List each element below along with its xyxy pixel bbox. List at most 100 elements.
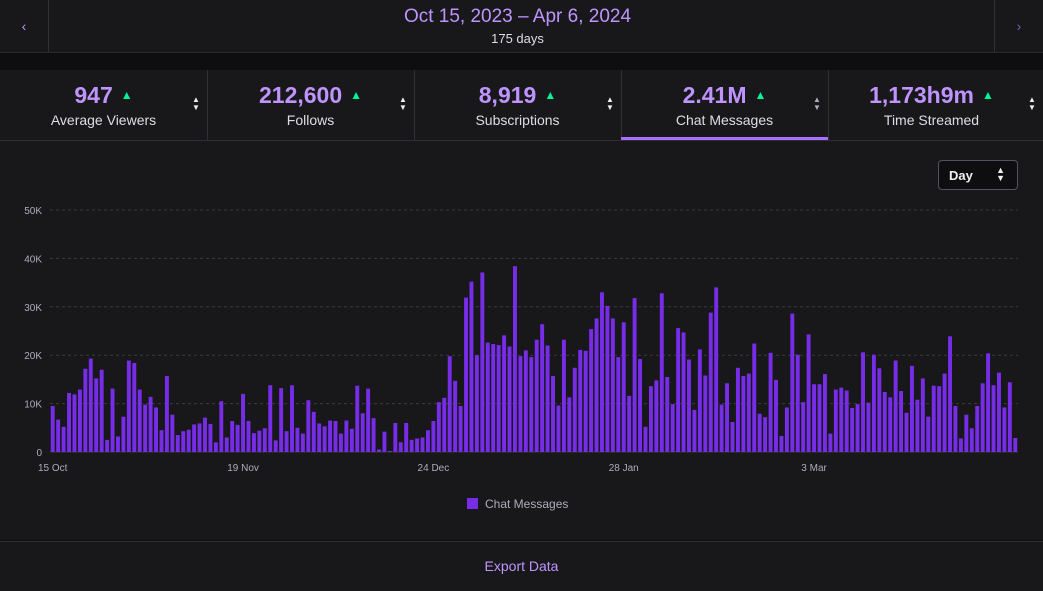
bar [741, 376, 746, 452]
bar [338, 433, 343, 452]
next-range-button[interactable]: › [994, 0, 1043, 52]
trend-up-icon: ▲ [981, 88, 994, 102]
bar [349, 428, 354, 452]
bar [567, 397, 572, 452]
y-tick-label: 20K [24, 351, 42, 362]
bar [676, 328, 681, 452]
bar [485, 342, 490, 452]
bar [926, 416, 931, 452]
bar [56, 419, 61, 452]
bar [143, 404, 148, 452]
bar [893, 360, 898, 452]
bar [61, 426, 66, 452]
bar [121, 416, 126, 452]
bar [730, 421, 735, 452]
bar [692, 409, 697, 452]
bar [480, 272, 485, 452]
stat-tab-average-viewers[interactable]: 947 ▲ Average Viewers ▲ ▼ [0, 70, 208, 140]
stat-value: 2.41M [682, 82, 747, 108]
stat-tab-subscriptions[interactable]: 8,919 ▲ Subscriptions ▲ ▼ [414, 70, 622, 140]
bar [284, 431, 289, 452]
bar [774, 379, 778, 452]
sort-icon[interactable]: ▲ ▼ [1028, 95, 1036, 112]
bar [632, 298, 637, 452]
bar [746, 373, 751, 452]
bar [795, 354, 800, 452]
trend-up-icon: ▲ [350, 88, 363, 102]
bar [105, 439, 110, 452]
bar [556, 405, 561, 452]
bar [197, 423, 202, 452]
bar [953, 406, 958, 452]
bar [687, 359, 691, 452]
bar [1013, 437, 1018, 452]
stat-label: Time Streamed [883, 112, 980, 128]
bar [572, 367, 577, 452]
bar [697, 349, 702, 452]
bar [148, 396, 153, 452]
bar [839, 387, 844, 452]
bar [529, 357, 534, 452]
bar [610, 318, 615, 452]
bar [877, 368, 882, 452]
bar [915, 399, 920, 452]
bar [627, 395, 632, 452]
bar [638, 359, 643, 452]
stat-label: Subscriptions [475, 112, 560, 128]
bar [192, 424, 197, 452]
bar [398, 442, 403, 452]
bar [561, 339, 566, 452]
bar [757, 413, 762, 452]
bar [643, 426, 648, 452]
bar [464, 297, 468, 452]
sort-icon[interactable]: ▲ ▼ [399, 95, 407, 112]
bar [110, 388, 115, 452]
previous-range-button[interactable]: ‹ [0, 0, 49, 52]
bar [181, 431, 186, 452]
trend-up-icon: ▲ [754, 88, 767, 102]
bar [594, 318, 599, 452]
bar [958, 438, 963, 452]
export-data-button[interactable]: Export Data [484, 558, 559, 574]
bar [518, 356, 523, 452]
x-tick-label: 15 Oct [38, 463, 68, 474]
bar [648, 386, 653, 452]
bar [311, 411, 316, 452]
stat-tab-time-streamed[interactable]: 1,173h9m ▲ Time Streamed ▲ ▼ [828, 70, 1043, 140]
sort-icon[interactable]: ▲ ▼ [192, 95, 200, 112]
bar [1007, 382, 1012, 452]
trend-up-icon: ▲ [544, 88, 557, 102]
granularity-select[interactable]: Day ▲ ▼ [938, 160, 1018, 190]
stat-label: Follows [286, 112, 335, 128]
bar [714, 287, 719, 452]
bar [850, 407, 855, 452]
bar [458, 406, 463, 452]
bar [333, 421, 338, 452]
bar [583, 350, 588, 452]
bar [77, 389, 82, 452]
bar [920, 378, 925, 452]
x-tick-label: 3 Mar [801, 463, 827, 474]
bar [88, 358, 93, 452]
bar [833, 389, 838, 452]
bar [578, 349, 583, 452]
active-tab-indicator [621, 137, 828, 140]
bar [268, 385, 273, 452]
bar [425, 430, 430, 452]
sort-icon[interactable]: ▲ ▼ [813, 95, 821, 112]
bar [322, 426, 327, 452]
bar [681, 332, 686, 452]
bar [72, 394, 77, 452]
date-range-display: Oct 15, 2023 – Apr 6, 2024 175 days [48, 0, 987, 52]
bar [855, 404, 860, 452]
bar [219, 401, 224, 452]
stat-tab-chat-messages[interactable]: 2.41M ▲ Chat Messages ▲ ▼ [621, 70, 829, 140]
legend-label: Chat Messages [485, 497, 568, 511]
granularity-select-value: Day [949, 168, 973, 183]
stat-label: Chat Messages [675, 112, 774, 128]
bar [382, 431, 387, 452]
stat-tab-follows[interactable]: 212,600 ▲ Follows ▲ ▼ [207, 70, 415, 140]
sort-icon[interactable]: ▲ ▼ [606, 95, 614, 112]
legend-swatch [467, 498, 478, 509]
bar [442, 397, 447, 452]
